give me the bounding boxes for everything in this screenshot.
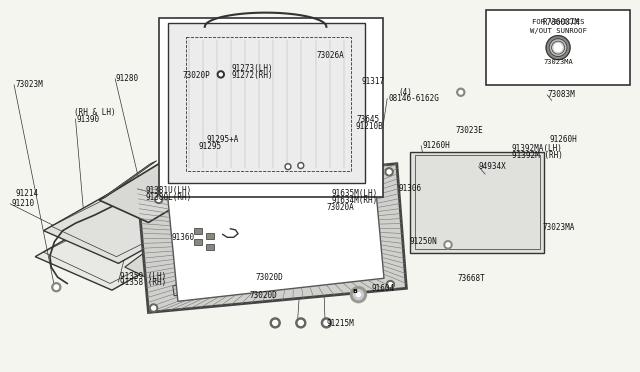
Circle shape [551, 41, 565, 55]
Circle shape [155, 195, 163, 203]
Circle shape [298, 163, 304, 169]
Polygon shape [44, 167, 232, 263]
Text: 91306: 91306 [398, 185, 421, 193]
Bar [195, 228, 202, 234]
Text: FOR VEHICLES
W/OUT SUNROOF: FOR VEHICLES W/OUT SUNROOF [530, 19, 586, 34]
Circle shape [300, 164, 302, 167]
Text: 91272(RH): 91272(RH) [232, 71, 273, 80]
Circle shape [157, 198, 161, 201]
Text: 91215M: 91215M [326, 319, 354, 328]
Circle shape [220, 73, 222, 76]
Text: 91604: 91604 [371, 284, 394, 293]
Text: 91260H: 91260H [422, 141, 450, 150]
Text: 91250N: 91250N [410, 237, 437, 246]
Circle shape [218, 71, 224, 78]
Circle shape [353, 290, 364, 299]
Polygon shape [410, 152, 544, 253]
Polygon shape [99, 161, 157, 200]
Text: 73023E: 73023E [456, 126, 483, 135]
Polygon shape [138, 164, 406, 312]
Text: 73020A: 73020A [326, 203, 354, 212]
Text: (RH & LH): (RH & LH) [74, 108, 115, 117]
Text: 73645: 73645 [356, 115, 380, 124]
Polygon shape [125, 242, 205, 289]
Text: 73026A: 73026A [317, 51, 344, 60]
Text: 91381U(LH): 91381U(LH) [146, 186, 192, 195]
Text: 91295: 91295 [198, 142, 221, 151]
Polygon shape [168, 23, 365, 183]
Text: 91634M(RH): 91634M(RH) [332, 196, 378, 205]
Circle shape [52, 283, 61, 292]
Circle shape [152, 306, 156, 310]
Text: 94934X: 94934X [479, 162, 506, 171]
Bar [159, 18, 383, 197]
Circle shape [387, 170, 391, 174]
Text: 91273(LH): 91273(LH) [232, 64, 273, 73]
Text: 91392M (RH): 91392M (RH) [512, 151, 563, 160]
Circle shape [285, 164, 291, 170]
Text: 91260H: 91260H [549, 135, 577, 144]
Text: 91360: 91360 [172, 233, 195, 242]
Text: 91280: 91280 [115, 74, 138, 83]
Polygon shape [173, 280, 244, 296]
Text: (4): (4) [398, 88, 412, 97]
Bar [206, 244, 214, 250]
Text: 73023MA: 73023MA [543, 223, 575, 232]
Circle shape [554, 44, 562, 52]
Circle shape [549, 39, 567, 57]
Circle shape [387, 280, 394, 289]
Polygon shape [168, 174, 384, 301]
Polygon shape [35, 193, 223, 290]
Text: R736007M: R736007M [543, 18, 580, 27]
Text: 91390: 91390 [77, 115, 100, 124]
Circle shape [457, 88, 465, 96]
Circle shape [351, 286, 367, 303]
Circle shape [446, 243, 450, 247]
Text: 91214: 91214 [16, 189, 39, 198]
Text: 73023M: 73023M [16, 80, 44, 89]
Text: 73020P: 73020P [182, 71, 210, 80]
Bar [206, 233, 214, 239]
Bar [486, 10, 630, 85]
Text: 73023MA: 73023MA [543, 60, 573, 65]
Text: 91359 (LH): 91359 (LH) [120, 272, 166, 280]
Bar [195, 239, 202, 245]
Circle shape [54, 285, 58, 289]
Text: 91295+A: 91295+A [206, 135, 239, 144]
Circle shape [296, 318, 306, 328]
Text: 91635M(LH): 91635M(LH) [332, 189, 378, 198]
Text: 91210B: 91210B [356, 122, 383, 131]
Circle shape [546, 36, 570, 60]
Circle shape [150, 304, 157, 312]
Circle shape [270, 318, 280, 328]
Circle shape [321, 318, 332, 328]
Text: 08146-6162G: 08146-6162G [388, 94, 439, 103]
Text: 73020D: 73020D [250, 291, 277, 300]
Text: 91392MA(LH): 91392MA(LH) [512, 144, 563, 153]
Text: 73083M: 73083M [547, 90, 575, 99]
Text: 73668T: 73668T [458, 274, 485, 283]
Circle shape [388, 283, 392, 286]
Text: B: B [353, 289, 358, 294]
Circle shape [385, 168, 393, 176]
Text: 73020D: 73020D [256, 273, 284, 282]
Circle shape [273, 320, 278, 326]
Circle shape [324, 320, 329, 326]
Circle shape [459, 90, 463, 94]
Text: 91358 (RH): 91358 (RH) [120, 278, 166, 287]
Text: 91210: 91210 [12, 199, 35, 208]
Circle shape [298, 320, 303, 326]
Text: 91317: 91317 [362, 77, 385, 86]
Circle shape [444, 241, 452, 249]
Polygon shape [99, 144, 240, 222]
Text: 91380L(RH): 91380L(RH) [146, 193, 192, 202]
Circle shape [287, 165, 289, 168]
Circle shape [356, 293, 360, 296]
